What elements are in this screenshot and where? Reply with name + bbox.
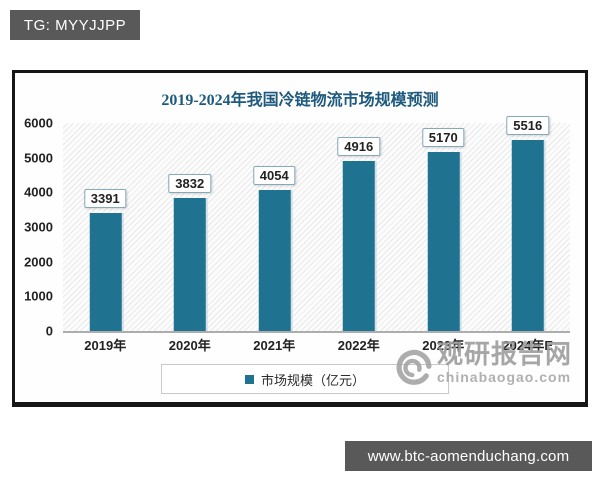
y-tick-label: 5000 [24, 150, 53, 166]
bar-value-label: 4916 [337, 137, 381, 156]
bar [511, 140, 544, 331]
x-tick-label: 2020年 [168, 338, 211, 353]
y-tick-label: 6000 [24, 115, 53, 131]
legend-label: 市场规模（亿元） [260, 372, 365, 388]
bar-value-label: 5516 [506, 116, 550, 135]
bar-group: 3832 [148, 123, 233, 331]
bar-value-label: 3391 [83, 189, 127, 208]
legend-marker-icon [244, 374, 254, 384]
x-tick-label: 2024年E [502, 338, 554, 353]
y-tick-label: 0 [45, 323, 53, 339]
tg-badge: TG: MYYJJPP [10, 10, 140, 40]
y-axis: 0 1000 2000 3000 4000 5000 6000 [15, 116, 57, 339]
bar-group: 4054 [232, 123, 317, 331]
bar-group: 5170 [401, 123, 486, 331]
bar [89, 213, 122, 331]
bar-group: 4916 [317, 123, 402, 331]
footer-url: www.btc-aomenduchang.com [345, 441, 592, 471]
bar-value-label: 3832 [168, 174, 212, 193]
watermark: 观研报告网 chinabaogao.com [393, 339, 589, 394]
y-tick-label: 4000 [24, 184, 53, 200]
plot-area: 3391 3832 4054 4916 5170 5516 [63, 116, 571, 333]
watermark-name: 观研报告网 [437, 339, 573, 369]
x-tick-label: 2021年 [253, 338, 296, 353]
watermark-site: chinabaogao.com [437, 369, 572, 386]
x-tick-label: 2019年 [84, 338, 127, 353]
bar-group: 3391 [63, 123, 148, 331]
bar [427, 152, 460, 331]
x-axis: 2019年 2020年 2021年 2022年 2023年 2024年E [63, 335, 570, 355]
bar-value-label: 4054 [252, 166, 296, 185]
y-tick-label: 3000 [24, 219, 53, 235]
chart-panel: 2019-2024年我国冷链物流市场规模预测 0 1000 2000 3000 4000… [12, 70, 588, 407]
x-tick-label: 2023年 [422, 338, 465, 353]
bar [342, 161, 375, 331]
bar [258, 190, 291, 331]
y-tick-label: 1000 [24, 288, 53, 304]
bar-value-label: 5170 [421, 128, 465, 147]
watermark-logo-icon [393, 347, 435, 394]
x-tick-label: 2022年 [337, 338, 380, 353]
y-tick-label: 2000 [24, 254, 53, 270]
chart-title: 2019-2024年我国冷链物流市场规模预测 [161, 92, 439, 109]
bar-group: 5516 [486, 116, 571, 331]
bar [173, 198, 206, 331]
